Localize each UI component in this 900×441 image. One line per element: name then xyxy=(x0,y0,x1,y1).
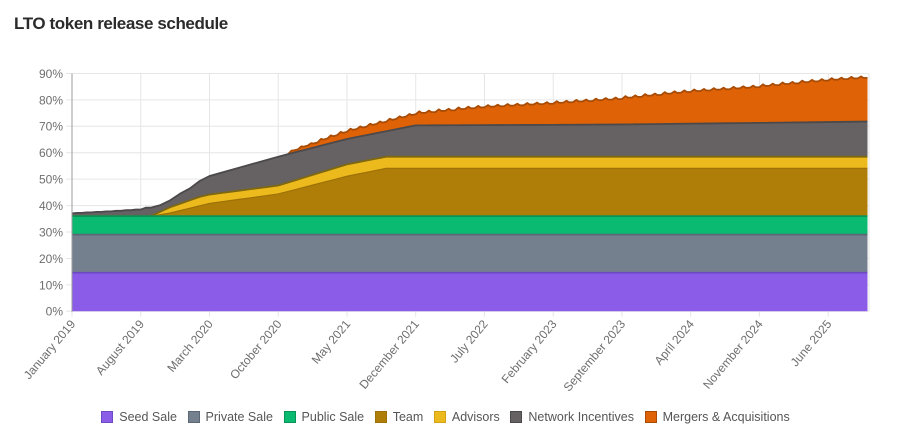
svg-text:80%: 80% xyxy=(39,93,63,107)
svg-text:0%: 0% xyxy=(46,305,64,319)
svg-text:90%: 90% xyxy=(39,67,63,81)
svg-text:60%: 60% xyxy=(39,146,63,160)
svg-text:70%: 70% xyxy=(39,120,63,134)
svg-text:50%: 50% xyxy=(39,173,63,187)
svg-text:40%: 40% xyxy=(39,199,63,213)
svg-text:20%: 20% xyxy=(39,252,63,266)
svg-text:10%: 10% xyxy=(39,278,63,292)
svg-text:30%: 30% xyxy=(39,225,63,239)
